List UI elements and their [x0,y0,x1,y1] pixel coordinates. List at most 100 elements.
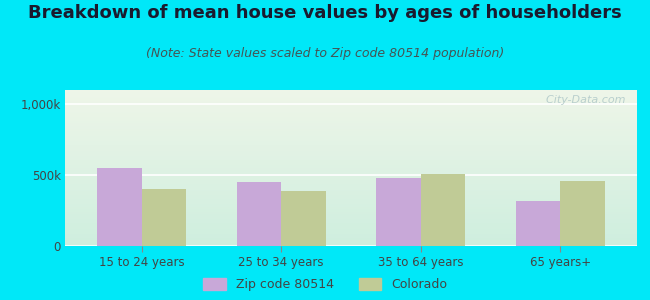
Bar [65,106,637,107]
Bar [65,125,637,126]
Bar [65,177,637,178]
Bar [65,210,637,211]
Bar [65,94,637,95]
Bar [65,175,637,176]
Bar [237,182,281,246]
Bar [65,113,637,114]
Bar [65,185,637,186]
Bar [65,152,637,153]
Bar [65,209,637,210]
Bar [65,99,637,100]
Bar [65,101,637,102]
Bar [65,147,637,148]
Bar [65,179,637,180]
Text: Breakdown of mean house values by ages of householders: Breakdown of mean house values by ages o… [28,4,622,22]
Bar [65,126,637,127]
Bar [65,96,637,97]
Bar [65,238,637,239]
Bar [65,150,637,151]
Bar [65,208,637,209]
Bar [65,239,637,240]
Bar [65,143,637,144]
Bar [65,191,637,192]
Bar [142,189,187,246]
Bar [65,204,637,205]
Bar [65,112,637,113]
Bar [65,92,637,93]
Bar [65,186,637,187]
Bar [65,168,637,169]
Bar [65,224,637,225]
Bar [65,121,637,122]
Bar [65,172,637,173]
Bar [65,95,637,96]
Bar [65,227,637,228]
Bar [65,180,637,181]
Bar [65,218,637,219]
Bar [65,196,637,197]
Bar [65,114,637,115]
Bar [65,132,637,133]
Bar [65,231,637,232]
Text: City-Data.com: City-Data.com [539,95,625,105]
Bar [65,134,637,135]
Bar [65,136,637,137]
Bar [65,103,637,104]
Bar [65,154,637,155]
Bar [65,244,637,245]
Bar [65,221,637,222]
Bar [65,110,637,111]
Bar [65,145,637,146]
Bar [65,167,637,168]
Bar [376,178,421,246]
Bar [65,119,637,120]
Bar [65,160,637,161]
Bar [65,148,637,149]
Bar [65,93,637,94]
Bar [65,241,637,242]
Bar [65,184,637,185]
Bar [65,195,637,196]
Text: (Note: State values scaled to Zip code 80514 population): (Note: State values scaled to Zip code 8… [146,46,504,59]
Bar [65,140,637,141]
Bar [65,161,637,162]
Bar [65,234,637,235]
Bar [65,213,637,214]
Bar [65,220,637,221]
Bar [65,214,637,215]
Bar [65,129,637,130]
Bar [65,138,637,139]
Bar [65,229,637,230]
Bar [65,105,637,106]
Legend: Zip code 80514, Colorado: Zip code 80514, Colorado [203,278,447,291]
Bar [65,225,637,226]
Bar [65,158,637,159]
Bar [65,118,637,119]
Bar [65,187,637,188]
Bar [65,183,637,184]
Bar [65,149,637,150]
Bar [65,120,637,121]
Bar [65,223,637,224]
Bar [65,216,637,217]
Bar [97,168,142,246]
Bar [65,128,637,129]
Bar [65,108,637,109]
Bar [65,226,637,227]
Bar [65,159,637,160]
Bar [515,201,560,246]
Bar [65,142,637,143]
Bar [65,190,637,191]
Bar [65,117,637,118]
Bar [65,97,637,98]
Bar [65,188,637,189]
Bar [65,192,637,193]
Bar [65,197,637,198]
Bar [65,146,637,147]
Bar [65,219,637,220]
Bar [65,242,637,243]
Bar [421,174,465,246]
Bar [65,189,637,190]
Bar [65,166,637,167]
Bar [65,162,637,163]
